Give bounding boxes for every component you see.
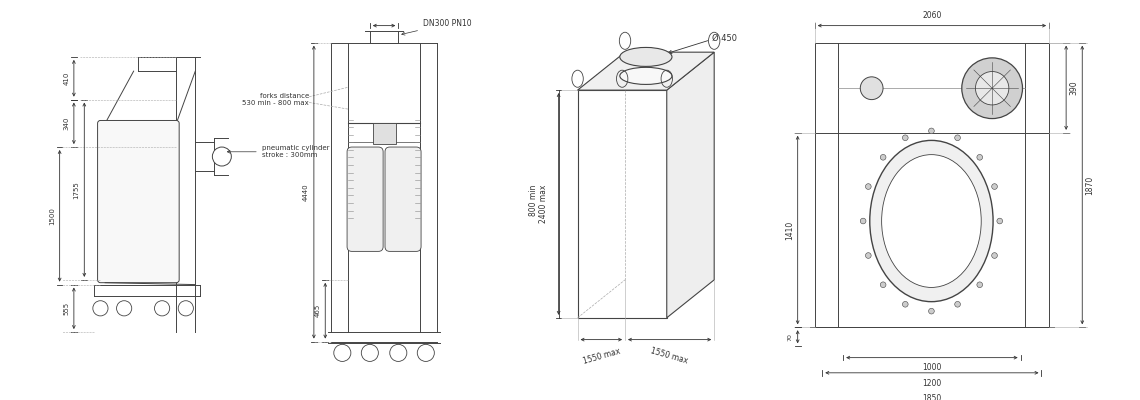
Circle shape: [92, 301, 108, 316]
Circle shape: [903, 302, 909, 307]
Text: 1000: 1000: [922, 363, 942, 372]
Text: Ø 450: Ø 450: [712, 34, 738, 42]
Circle shape: [977, 282, 983, 288]
Polygon shape: [578, 90, 667, 318]
Text: 390: 390: [1069, 80, 1078, 95]
Ellipse shape: [870, 140, 993, 302]
Text: 1850: 1850: [922, 394, 942, 400]
Ellipse shape: [620, 67, 671, 84]
Text: 1410: 1410: [785, 220, 795, 240]
Circle shape: [954, 302, 960, 307]
Circle shape: [976, 72, 1009, 105]
Text: forks distance
530 min - 800 max: forks distance 530 min - 800 max: [243, 93, 309, 106]
Text: 4440: 4440: [302, 183, 308, 201]
Polygon shape: [667, 52, 714, 318]
Circle shape: [865, 184, 871, 189]
Circle shape: [992, 253, 998, 258]
Ellipse shape: [620, 48, 671, 66]
Polygon shape: [578, 52, 714, 90]
Text: 410: 410: [64, 72, 70, 85]
Text: DN300 PN10: DN300 PN10: [401, 19, 472, 35]
Circle shape: [977, 154, 983, 160]
Text: 340: 340: [64, 117, 70, 130]
Text: 1200: 1200: [922, 378, 942, 388]
Text: 800 min
2400 max: 800 min 2400 max: [529, 185, 548, 223]
Circle shape: [962, 58, 1023, 118]
Circle shape: [178, 301, 194, 316]
Circle shape: [880, 282, 886, 288]
Circle shape: [861, 218, 866, 224]
Circle shape: [861, 77, 884, 100]
Text: 1500: 1500: [49, 207, 55, 225]
Circle shape: [417, 344, 434, 362]
Circle shape: [212, 147, 231, 166]
Text: 70: 70: [788, 333, 792, 341]
Text: 1755: 1755: [74, 181, 80, 198]
Circle shape: [155, 301, 170, 316]
Circle shape: [116, 301, 132, 316]
Text: pneumatic cylinder
stroke : 300mm: pneumatic cylinder stroke : 300mm: [227, 145, 329, 158]
Circle shape: [929, 308, 935, 314]
Text: 1870: 1870: [1085, 175, 1094, 195]
Circle shape: [954, 135, 960, 141]
Text: 465: 465: [315, 304, 320, 317]
Text: 555: 555: [64, 302, 70, 315]
Circle shape: [903, 135, 909, 141]
Circle shape: [390, 344, 407, 362]
Circle shape: [361, 344, 378, 362]
FancyBboxPatch shape: [98, 120, 179, 283]
Ellipse shape: [881, 155, 982, 288]
Text: 1550 max: 1550 max: [650, 346, 690, 366]
Circle shape: [996, 218, 1002, 224]
Circle shape: [992, 184, 998, 189]
FancyBboxPatch shape: [347, 147, 383, 251]
Bar: [373, 123, 397, 144]
Circle shape: [865, 253, 871, 258]
Circle shape: [880, 154, 886, 160]
Circle shape: [334, 344, 351, 362]
Circle shape: [929, 128, 935, 134]
Text: 1550 max: 1550 max: [581, 346, 621, 366]
FancyBboxPatch shape: [385, 147, 421, 251]
Text: 2060: 2060: [922, 11, 942, 20]
